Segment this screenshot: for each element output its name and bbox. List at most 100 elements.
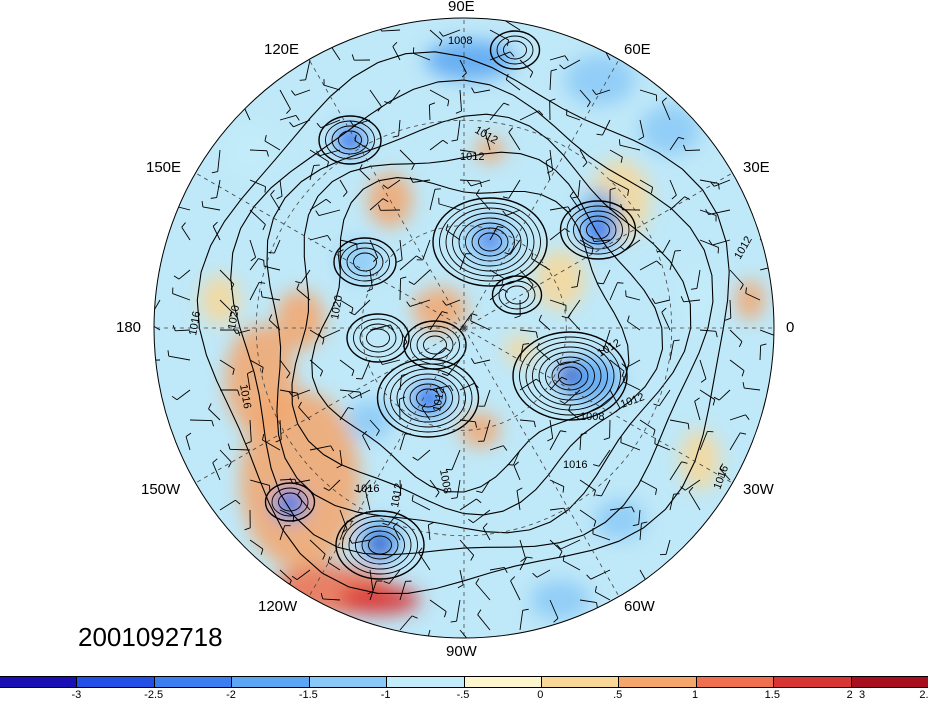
wind-barb-flag: [411, 494, 414, 501]
wind-barb: [609, 149, 623, 158]
wind-barb-flag: [641, 521, 648, 524]
wind-barb-flag: [392, 135, 399, 138]
wind-barb: [262, 439, 281, 451]
wind-barb-flag: [146, 313, 152, 314]
anomaly-patch: [275, 290, 325, 350]
wind-barb: [579, 89, 591, 103]
wind-barb-flag: [580, 432, 587, 435]
wind-barb: [219, 359, 235, 370]
wind-barb-flag: [719, 463, 724, 469]
wind-barb: [399, 433, 406, 451]
wind-barb: [519, 556, 528, 571]
wind-barb-flag: [366, 288, 373, 292]
wind-barb-flag: [470, 555, 475, 561]
wind-barb-flag: [211, 420, 214, 427]
wind-barb-flag: [441, 311, 448, 314]
isobar-label: 1012: [460, 151, 484, 163]
latitude-circle: [361, 225, 567, 431]
wind-barb-flag: [455, 110, 462, 114]
colorbar-tick-label: 2.5: [919, 689, 928, 701]
wind-barb: [625, 359, 641, 369]
wind-barb-flag: [296, 283, 300, 290]
wind-barb: [694, 401, 701, 421]
wind-barb-flag: [286, 108, 291, 114]
wind-barb: [519, 344, 524, 361]
wind-barb-flag: [504, 252, 511, 255]
wind-barb-flag: [532, 572, 538, 578]
wind-barb: [684, 479, 701, 491]
wind-barb-flag: [653, 403, 660, 407]
wind-barb-flag: [445, 224, 449, 231]
wind-barb: [322, 598, 341, 601]
wind-barb-flag: [467, 180, 472, 187]
wind-barb: [549, 539, 563, 552]
wind-barb: [354, 299, 371, 316]
wind-barb: [411, 500, 431, 511]
lon-label-120e: 120E: [264, 41, 300, 58]
wind-barb-flag: [673, 339, 680, 342]
colorbar-ticks: -3 -2.5 -2 -1.5 -1 -.5 0 .5 1 1.5 2 2.5 3: [0, 689, 928, 702]
wind-barb: [489, 567, 505, 571]
wind-barb-flag: [597, 282, 604, 285]
wind-barb: [429, 347, 446, 361]
wind-barb: [323, 84, 341, 91]
isobar-contour: [383, 363, 473, 433]
isobar-contour: [551, 361, 589, 391]
wind-barb-flag: [535, 378, 542, 384]
meridian-line: [463, 59, 620, 329]
wind-barb-flag: [545, 157, 552, 162]
wind-barb: [602, 119, 611, 136]
wind-barb-flag: [560, 430, 567, 433]
lon-label-180: 180: [116, 319, 142, 336]
wind-barb-flag: [351, 54, 355, 61]
wind-barb: [292, 479, 311, 484]
wind-barb: [392, 46, 401, 61]
wind-barb: [481, 479, 491, 493]
wind-barb: [639, 89, 657, 96]
wind-barb: [576, 269, 581, 287]
wind-barb: [309, 165, 315, 181]
wind-barb-flag: [475, 189, 480, 195]
wind-barb-flag: [351, 370, 355, 377]
wind-barb-flag: [376, 430, 380, 436]
wind-barb: [309, 359, 323, 372]
wind-barb-flag: [418, 547, 423, 553]
wind-barb-flag: [687, 423, 690, 430]
wind-barb: [549, 419, 554, 439]
wind-barb: [216, 179, 221, 198]
wind-barb-flag: [567, 206, 572, 213]
lon-label-0: 0: [786, 319, 795, 336]
isobar-label: 1012: [389, 482, 405, 508]
lon-label-90e: 90E: [448, 0, 475, 15]
meridian-line: [463, 327, 620, 597]
wind-barb: [296, 288, 311, 301]
wind-barb: [459, 419, 476, 423]
wind-barb: [624, 239, 641, 251]
wind-barb: [429, 479, 440, 493]
wind-barb: [563, 59, 581, 70]
wind-barb-flag: [501, 277, 504, 285]
wind-barb: [279, 359, 291, 374]
isobar-contour: [538, 351, 602, 401]
wind-barb: [699, 329, 716, 332]
wind-barb-flag: [382, 198, 389, 203]
isobar-contour: [432, 197, 548, 287]
wind-barb: [559, 359, 581, 366]
wind-barb-flag: [439, 40, 443, 47]
wind-barb-flag: [526, 556, 533, 559]
wind-barb-flag: [523, 343, 530, 345]
wind-barb: [549, 149, 554, 171]
colorbar-tick-label: -2: [226, 689, 236, 701]
isobar-label: 1008: [580, 411, 604, 423]
lat-lon-grid: [154, 18, 774, 638]
wind-barb: [483, 419, 491, 442]
wind-barb: [538, 320, 551, 331]
wind-barb: [279, 179, 283, 197]
wind-barb: [249, 258, 259, 271]
isobar-contour: [359, 323, 397, 353]
wind-barb: [185, 436, 191, 451]
wind-barb: [268, 319, 281, 331]
wind-barb-flag: [510, 576, 516, 582]
wind-barb-flag: [712, 399, 716, 406]
wind-barb-flag: [680, 486, 686, 491]
